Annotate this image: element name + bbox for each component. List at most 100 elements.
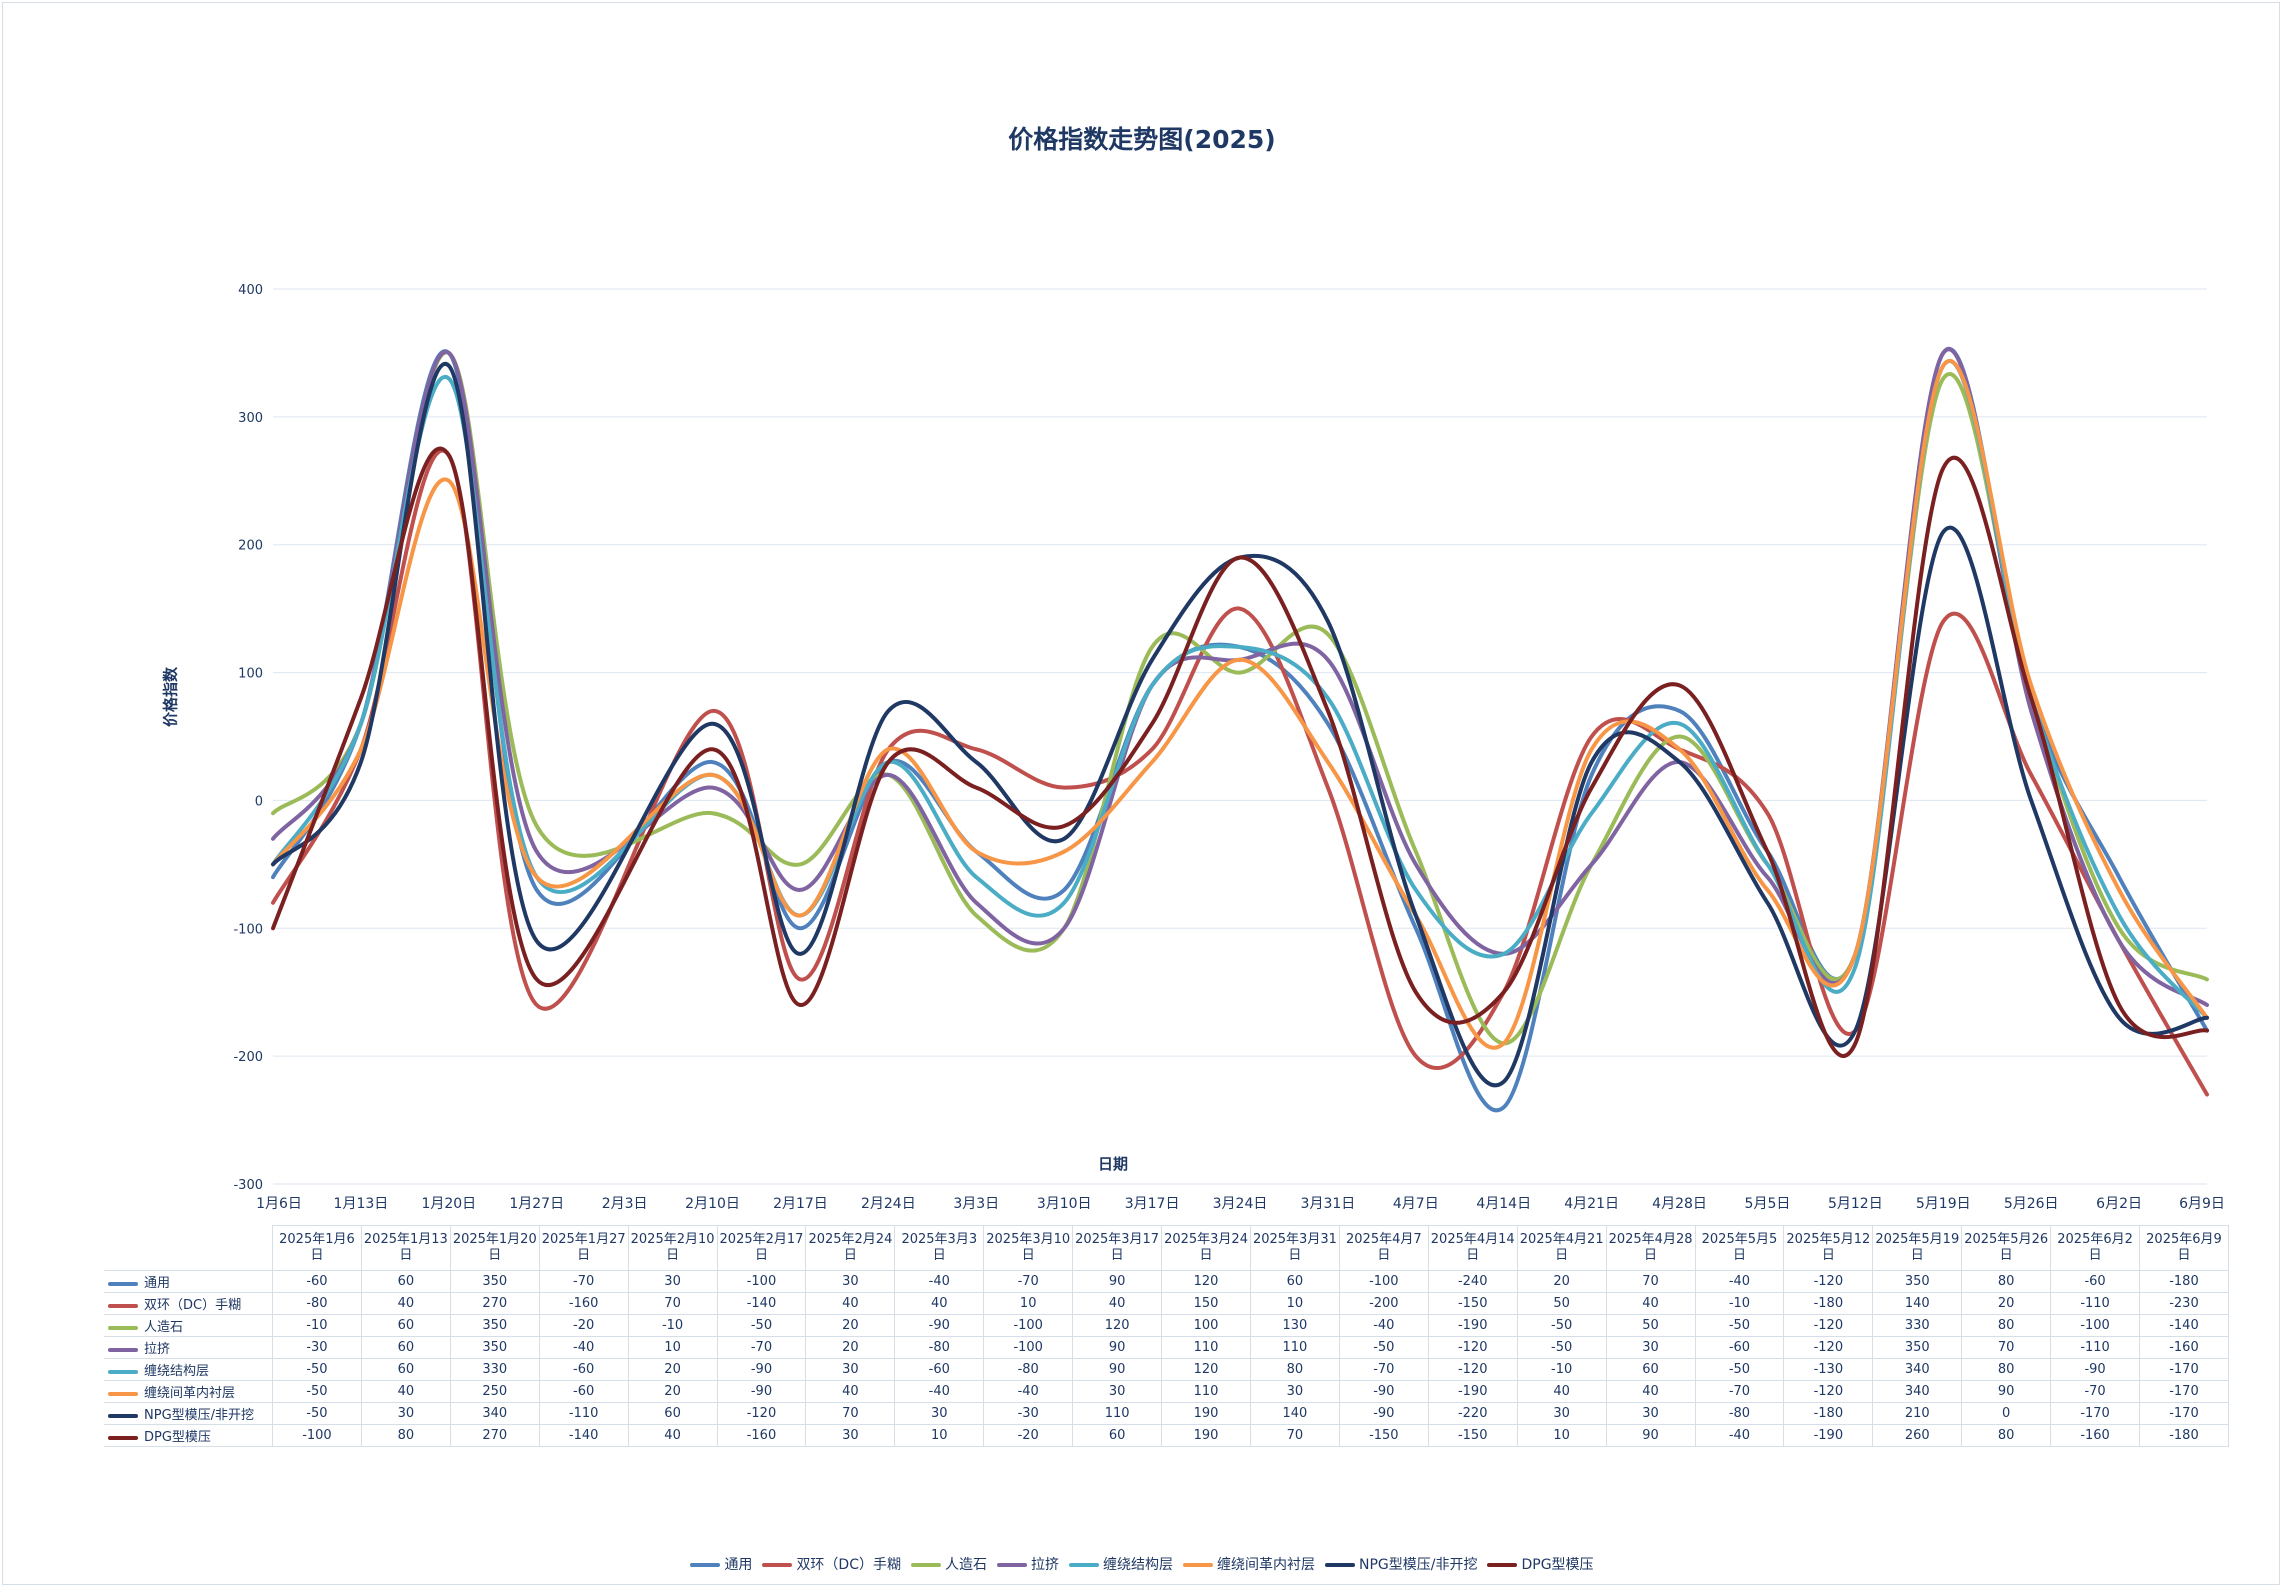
legend-swatch bbox=[1487, 1563, 1518, 1567]
table-cell: 30 bbox=[894, 1402, 985, 1425]
data-table: 2025年1月6日 2025年1月13日 2025年1月20日 2025年1月27日 2… bbox=[104, 1225, 2229, 1447]
x-tick-label: 4月21日 bbox=[1564, 1196, 1619, 1212]
table-date-header: 2025年3月24日 bbox=[1161, 1225, 1251, 1271]
table-cell: 30 bbox=[805, 1358, 896, 1381]
table-date-header: 2025年2月17日 bbox=[716, 1225, 807, 1271]
table-cell: -100 bbox=[983, 1314, 1074, 1337]
table-cell: -50 bbox=[1694, 1358, 1785, 1381]
table-row: 缠绕结构层 -50 60 330 -60 20 -90 30 -60 -80 90 120 80 -70-… bbox=[104, 1358, 2229, 1381]
table-date-header: 2025年1月6日 bbox=[272, 1225, 362, 1271]
x-tick-label: 3月31日 bbox=[1301, 1196, 1356, 1212]
table-cell: -10 bbox=[627, 1314, 718, 1337]
table-cell: 60 bbox=[1072, 1424, 1163, 1447]
x-tick-label: 1月6日 bbox=[256, 1196, 302, 1212]
table-cell: -190 bbox=[1427, 1314, 1518, 1337]
table-series-name: 缠绕结构层 bbox=[104, 1358, 273, 1381]
table-cell: -150 bbox=[1338, 1424, 1429, 1447]
table-cell: 120 bbox=[1072, 1314, 1163, 1337]
table-cell: 40 bbox=[1072, 1292, 1163, 1315]
table-row: NPG型模压/非开挖 -50 30 340 -110 60 -120 70 30 -30 110 19… bbox=[104, 1402, 2229, 1425]
table-cell: -90 bbox=[716, 1380, 807, 1403]
table-cell: 40 bbox=[894, 1292, 985, 1315]
table-cell: -110 bbox=[2050, 1336, 2141, 1359]
table-cell: -50 bbox=[716, 1314, 807, 1337]
legend-label: DPG型模压 bbox=[1521, 1557, 1594, 1573]
table-cell: 140 bbox=[1249, 1402, 1340, 1425]
series-swatch bbox=[108, 1303, 138, 1308]
table-cell: -90 bbox=[894, 1314, 985, 1337]
table-cell: -170 bbox=[2139, 1380, 2229, 1403]
table-cell: 70 bbox=[1961, 1336, 2052, 1359]
table-series-name: 通用 bbox=[104, 1270, 273, 1293]
legend-item: DPG型模压 bbox=[1487, 1554, 1594, 1574]
table-cell: 150 bbox=[1161, 1292, 1251, 1315]
table-date-header: 2025年1月20日 bbox=[449, 1225, 540, 1271]
x-tick-label: 6月2日 bbox=[2096, 1196, 2142, 1212]
table-cell: 70 bbox=[627, 1292, 718, 1315]
legend-label: 拉挤 bbox=[1031, 1557, 1059, 1573]
table-cell: 80 bbox=[1961, 1314, 2052, 1337]
table-cell: -240 bbox=[1427, 1270, 1518, 1293]
table-cell: -90 bbox=[2050, 1358, 2141, 1381]
y-tick-label: -100 bbox=[233, 922, 263, 937]
legend-swatch bbox=[1325, 1563, 1355, 1567]
table-cell: 120 bbox=[1161, 1358, 1251, 1381]
table-series-name: NPG型模压/非开挖 bbox=[104, 1402, 273, 1425]
table-cell: 120 bbox=[1161, 1270, 1251, 1293]
table-row: 人造石 -10 60 350 -20 -10 -50 20 -90 -100 120 100 130 -4… bbox=[104, 1314, 2229, 1337]
table-cell: 110 bbox=[1249, 1336, 1340, 1359]
table-cell: 10 bbox=[1249, 1292, 1340, 1315]
x-tick-label: 3月24日 bbox=[1213, 1196, 1268, 1212]
table-cell: -60 bbox=[538, 1358, 629, 1381]
x-tick-label: 6月9日 bbox=[2179, 1196, 2225, 1212]
legend-label: 双环（DC）手糊 bbox=[796, 1557, 901, 1573]
table-cell: -170 bbox=[2050, 1402, 2141, 1425]
series-line bbox=[271, 347, 2209, 1007]
y-tick-label: 400 bbox=[238, 283, 263, 298]
table-cell: 80 bbox=[1249, 1358, 1340, 1381]
series-swatch bbox=[108, 1281, 138, 1286]
table-cell: -60 bbox=[272, 1270, 362, 1293]
x-tick-label: 2月10日 bbox=[685, 1196, 740, 1212]
table-cell: -180 bbox=[1783, 1292, 1874, 1315]
table-cell: -70 bbox=[983, 1270, 1074, 1293]
table-date-header: 2025年6月2日 bbox=[2050, 1225, 2141, 1271]
table-cell: -50 bbox=[272, 1358, 362, 1381]
table-cell: 40 bbox=[805, 1292, 896, 1315]
table-cell: -60 bbox=[894, 1358, 985, 1381]
table-cell: 60 bbox=[360, 1270, 451, 1293]
x-tick-label: 4月7日 bbox=[1393, 1196, 1439, 1212]
table-cell: -100 bbox=[2050, 1314, 2141, 1337]
table-date-header: 2025年4月14日 bbox=[1427, 1225, 1518, 1271]
x-tick-label: 2月24日 bbox=[861, 1196, 916, 1212]
legend-swatch bbox=[762, 1563, 793, 1567]
table-cell: 80 bbox=[1961, 1270, 2052, 1293]
table-cell: -50 bbox=[272, 1402, 362, 1425]
x-tick-label: 4月28日 bbox=[1652, 1196, 1707, 1212]
table-date-header: 2025年4月21日 bbox=[1516, 1225, 1607, 1271]
table-cell: -70 bbox=[716, 1336, 807, 1359]
table-cell: 110 bbox=[1161, 1380, 1251, 1403]
table-cell: -40 bbox=[538, 1336, 629, 1359]
series-line bbox=[271, 359, 2209, 1020]
legend-item: 缠绕结构层 bbox=[1069, 1554, 1173, 1574]
table-cell: 340 bbox=[1872, 1358, 1963, 1381]
legend-item: 缠绕间革内衬层 bbox=[1183, 1554, 1315, 1574]
table-cell: 60 bbox=[360, 1358, 451, 1381]
table-cell: -180 bbox=[2139, 1270, 2229, 1293]
table-cell: 30 bbox=[1605, 1402, 1696, 1425]
table-date-header: 2025年4月7日 bbox=[1338, 1225, 1429, 1271]
table-cell: -40 bbox=[894, 1270, 985, 1293]
table-cell: 10 bbox=[894, 1424, 985, 1447]
table-cell: -40 bbox=[983, 1380, 1074, 1403]
table-cell: -180 bbox=[2139, 1424, 2229, 1447]
table-cell: -120 bbox=[1783, 1270, 1874, 1293]
table-cell: -10 bbox=[1694, 1292, 1785, 1315]
table-cell: -90 bbox=[1338, 1402, 1429, 1425]
table-cell: 20 bbox=[805, 1314, 896, 1337]
table-cell: 90 bbox=[1961, 1380, 2052, 1403]
table-cell: -140 bbox=[716, 1292, 807, 1315]
table-cell: 30 bbox=[360, 1402, 451, 1425]
table-cell: 210 bbox=[1872, 1402, 1963, 1425]
